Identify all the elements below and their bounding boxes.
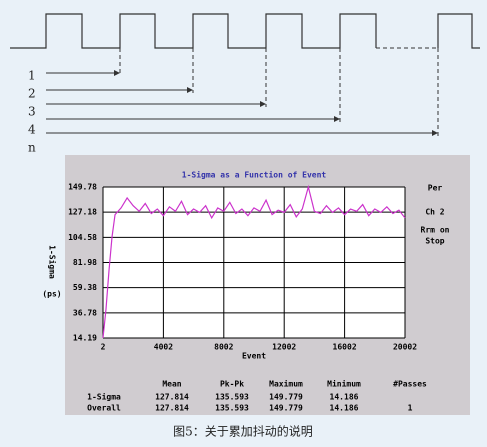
arrow-label: 1 <box>28 69 36 83</box>
row-header: Overall <box>87 404 121 413</box>
y-tick-label: 149.78 <box>68 183 97 192</box>
side-note: Per <box>428 184 443 193</box>
arrow-label: 2 <box>28 87 36 101</box>
arrow-label: n <box>28 141 36 155</box>
caption: 图5：关于累加抖动的说明 <box>173 424 313 439</box>
x-tick-label: 20002 <box>393 343 417 352</box>
table-cell: 135.593 <box>215 404 249 413</box>
y-axis-label: 1-Sigma <box>48 245 58 279</box>
column-header: Minimum <box>327 379 361 389</box>
y-tick-label: 14.19 <box>73 334 97 343</box>
column-header: Pk-Pk <box>220 380 244 389</box>
column-header: Maximum <box>269 379 303 389</box>
column-header: Mean <box>162 380 181 389</box>
x-axis-label: Event <box>242 352 266 361</box>
stats-table: Mean Pk-Pk Maximum Minimum #Passes 1-Sigma 127… <box>87 379 427 413</box>
table-cell: 14.186 <box>330 404 359 413</box>
side-note: Ch 2 <box>425 208 444 217</box>
side-note: Rrm on <box>421 226 450 235</box>
y-tick-label: 36.78 <box>73 308 97 317</box>
table-cell: 135.593 <box>215 393 249 402</box>
edge-markers <box>119 48 439 136</box>
table-cell: 14.186 <box>330 393 359 402</box>
y-tick-label: 59.38 <box>73 283 97 292</box>
table-cell: 1 <box>408 404 413 413</box>
x-tick-label: 8002 <box>214 343 233 352</box>
chart-title: 1-Sigma as a Function of Event <box>182 170 327 180</box>
y-tick-label: 127.18 <box>68 208 97 217</box>
arrows <box>46 70 438 136</box>
side-note: Stop <box>425 237 444 246</box>
square-wave <box>437 13 480 49</box>
row-header: 1-Sigma <box>87 392 121 402</box>
table-cell: 149.779 <box>269 404 303 413</box>
y-axis-unit: (ps) <box>42 290 61 299</box>
chart: 14.19 36.78 59.38 81.98 104.58 127.18 149.78 2 4… <box>68 183 417 352</box>
column-header: #Passes <box>393 380 427 389</box>
y-tick-label: 81.98 <box>73 258 97 267</box>
table-cell: 149.779 <box>269 393 303 402</box>
x-tick-label: 12002 <box>272 343 296 352</box>
x-tick-label: 16002 <box>333 343 357 352</box>
data-line <box>102 184 406 339</box>
arrow-label: 4 <box>28 123 36 137</box>
y-tick-label: 104.58 <box>68 233 97 242</box>
table-cell: 127.814 <box>155 393 189 402</box>
arrow-label: 3 <box>28 105 36 119</box>
x-tick-label: 2 <box>101 343 106 352</box>
table-cell: 127.814 <box>155 404 189 413</box>
square-wave <box>10 13 377 49</box>
x-tick-label: 4002 <box>154 343 173 352</box>
